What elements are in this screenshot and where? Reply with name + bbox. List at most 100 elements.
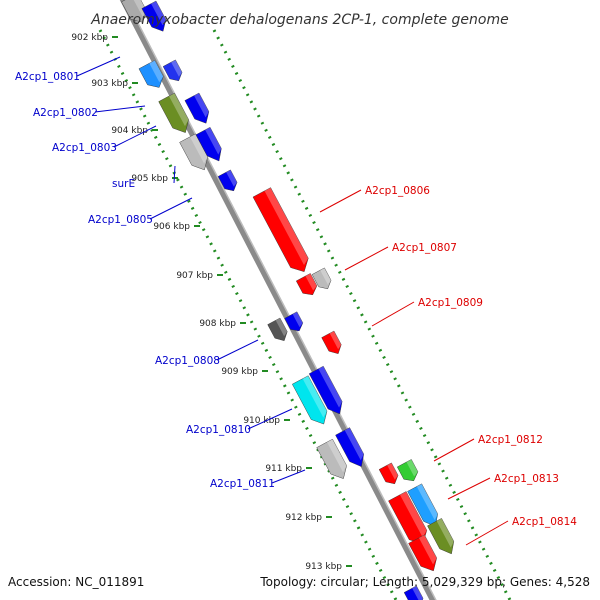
- gene-label-minus: A2cp1_0807: [392, 242, 457, 254]
- leader-line-minus: [465, 520, 509, 546]
- gene-arrow-shine: [205, 127, 222, 155]
- accession-text: Accession: NC_011891: [8, 575, 144, 589]
- gene-arrow-shine: [318, 366, 343, 408]
- gc-content-track: [98, 29, 512, 600]
- leader-line-minus: [371, 301, 415, 327]
- gene-arrow: [316, 438, 347, 479]
- gene-label-plus: A2cp1_0808: [155, 355, 220, 367]
- gene-arrow: [284, 311, 304, 332]
- gene-arrow: [158, 92, 189, 133]
- gene-arrow-shine: [171, 59, 183, 77]
- gene-arrow: [295, 273, 318, 296]
- gene-arrow-shine: [320, 267, 332, 285]
- gene-arrow-shine: [168, 93, 189, 127]
- gene-arrow-shine: [302, 375, 327, 418]
- gene-arrow-shine: [305, 273, 317, 291]
- tick-label: 909 kbp: [221, 367, 258, 377]
- gene-arrow-shine: [344, 427, 364, 461]
- gene-label-minus: A2cp1_0809: [418, 297, 483, 309]
- leader-line-minus: [447, 477, 491, 500]
- tick-label: 910 kbp: [243, 416, 280, 426]
- backbone-line: [119, 0, 437, 600]
- tick-label: 902 kbp: [71, 33, 108, 43]
- gene-arrow: [195, 126, 222, 162]
- leader-line-minus: [319, 189, 362, 213]
- gene-arrow-shine: [149, 60, 164, 83]
- gene-arrow-shine: [436, 518, 454, 548]
- gene-arrow-shine: [226, 169, 238, 187]
- gene-arrow: [403, 585, 424, 600]
- leader-line-plus: [76, 56, 121, 77]
- gene-arrow: [292, 375, 328, 425]
- gene-arrow: [252, 187, 309, 272]
- backbone-lines: [119, 0, 437, 600]
- leader-line-minus: [433, 438, 475, 462]
- gene-arrow-shine: [189, 133, 208, 164]
- gene-label-plus: surE: [112, 178, 135, 190]
- gene-arrow: [184, 92, 210, 124]
- gene-arrow-shine: [412, 585, 424, 600]
- gene-label-plus: A2cp1_0803: [52, 142, 117, 154]
- gene-labels: A2cp1_0801 A2cp1_0802 A2cp1_0803 surE A2cp1_…: [15, 56, 577, 546]
- gene-arrow-shine: [194, 93, 209, 118]
- gc-line-inner: [98, 29, 398, 600]
- gene-arrow: [335, 427, 364, 467]
- gene-arrow-shine: [387, 462, 399, 480]
- gene-arrow-shine: [399, 491, 427, 538]
- gene-features: [121, 0, 455, 600]
- tick-label: 913 kbp: [305, 562, 342, 572]
- gene-arrow-shine: [406, 459, 418, 477]
- topology-text: Topology: circular; Length: 5,029,329 bp…: [259, 575, 590, 589]
- gene-arrow-shine: [326, 439, 347, 473]
- leader-line-plus: [271, 469, 306, 484]
- gene-arrow: [321, 330, 342, 354]
- gene-arrow-shine: [418, 534, 437, 565]
- leader-line-plus: [113, 125, 157, 148]
- gene-label-minus: A2cp1_0814: [512, 516, 577, 528]
- tick-label: 904 kbp: [111, 126, 148, 136]
- leader-line-plus: [216, 339, 259, 361]
- gene-label-plus: A2cp1_0805: [88, 214, 153, 226]
- gene-arrow: [311, 267, 332, 290]
- gene-arrow-shine: [275, 318, 288, 337]
- gene-arrow: [396, 459, 419, 482]
- gene-label-plus: A2cp1_0810: [186, 424, 251, 436]
- gene-arrow: [427, 518, 455, 555]
- tick-label: 907 kbp: [176, 271, 213, 281]
- tick-marks: 902 kbp 903 kbp 904 kbp 905 kbp 906 kbp 907 k…: [71, 33, 352, 572]
- leader-line-minus: [344, 246, 389, 271]
- gene-label-minus: A2cp1_0813: [494, 473, 559, 485]
- leader-line-plus: [173, 165, 176, 184]
- tick-label: 911 kbp: [265, 464, 302, 474]
- gene-arrow-shine: [151, 1, 166, 26]
- gene-arrow-shine: [416, 483, 438, 520]
- gene-arrow: [407, 483, 438, 527]
- leader-line-plus: [247, 408, 293, 430]
- gene-arrow: [217, 169, 238, 192]
- gene-arrow: [138, 60, 164, 88]
- gene-label-plus: A2cp1_0811: [210, 478, 275, 490]
- gene-arrow-shine: [131, 0, 147, 17]
- gc-line-outer: [212, 29, 512, 600]
- gene-arrow: [378, 462, 399, 485]
- gene-arrow: [308, 365, 343, 415]
- map-title: Anaeromyxobacter dehalogenans 2CP-1, com…: [90, 12, 508, 28]
- tick-label: 905 kbp: [131, 174, 168, 184]
- gene-arrow-shine: [264, 187, 309, 266]
- tick-label: 908 kbp: [199, 319, 236, 329]
- gene-label-minus: A2cp1_0806: [365, 185, 430, 197]
- gene-arrow: [162, 59, 183, 82]
- tick-label: 912 kbp: [285, 513, 322, 523]
- gene-arrow-shine: [329, 331, 342, 350]
- leader-line-plus: [149, 197, 193, 220]
- gene-arrow: [141, 0, 167, 32]
- leader-line-plus: [94, 105, 146, 113]
- tick-label: 903 kbp: [91, 79, 128, 89]
- gene-label-plus: A2cp1_0802: [33, 107, 98, 119]
- gene-arrow: [267, 317, 288, 341]
- gene-label-minus: A2cp1_0812: [478, 434, 543, 446]
- tick-label: 906 kbp: [153, 222, 190, 232]
- gene-arrow: [408, 534, 437, 572]
- gene-label-plus: A2cp1_0801: [15, 71, 80, 83]
